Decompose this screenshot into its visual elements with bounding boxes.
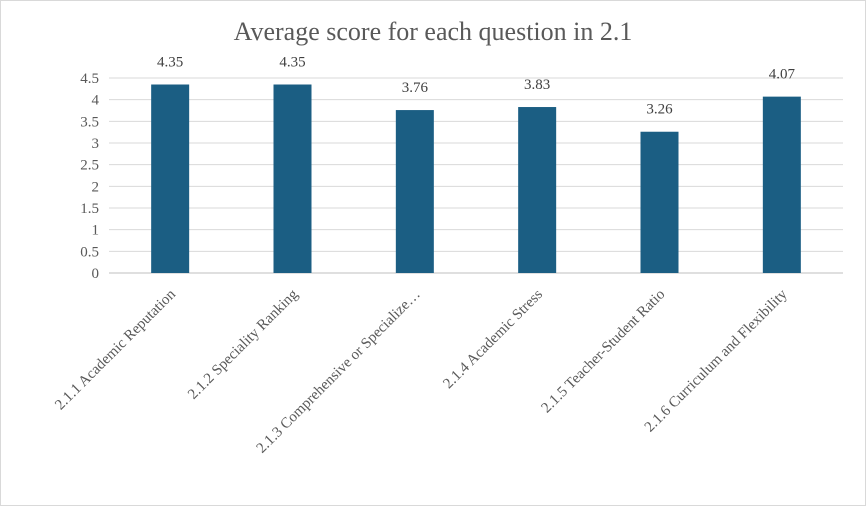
y-tick-label: 2.5: [80, 158, 99, 174]
bar: [518, 107, 557, 274]
data-label: 4.35: [279, 55, 305, 71]
y-tick-label: 0: [92, 266, 100, 282]
x-category-label: 2.1.2 Speciality Ranking: [185, 286, 302, 403]
bar: [762, 96, 801, 273]
x-category-label: 2.1.1 Academic Reputation: [52, 286, 179, 413]
bar: [273, 84, 312, 273]
data-label: 3.83: [524, 77, 550, 93]
x-category-label: 2.1.5 Teacher-Student Ratio: [539, 287, 669, 417]
data-label: 3.76: [402, 80, 429, 96]
y-tick-label: 2: [92, 179, 100, 195]
y-tick-label: 3.5: [80, 114, 99, 130]
y-tick-label: 3: [92, 136, 100, 152]
x-category-label: 2.1.4 Academic Stress: [440, 286, 546, 392]
y-tick-label: 1.5: [80, 201, 99, 217]
y-tick-label: 0.5: [80, 244, 99, 260]
data-label: 3.26: [646, 102, 673, 118]
bar: [151, 84, 190, 273]
chart-title: Average score for each question in 2.1: [233, 17, 633, 46]
y-tick-label: 4.5: [80, 71, 99, 87]
x-category-label: 2.1.6 Curriculum and Flexibility: [642, 286, 791, 435]
bar: [395, 110, 434, 273]
y-tick-label: 1: [92, 223, 100, 239]
data-label: 4.35: [157, 55, 183, 71]
bar: [640, 131, 679, 273]
data-label: 4.07: [769, 67, 796, 83]
y-tick-label: 4: [92, 93, 100, 109]
